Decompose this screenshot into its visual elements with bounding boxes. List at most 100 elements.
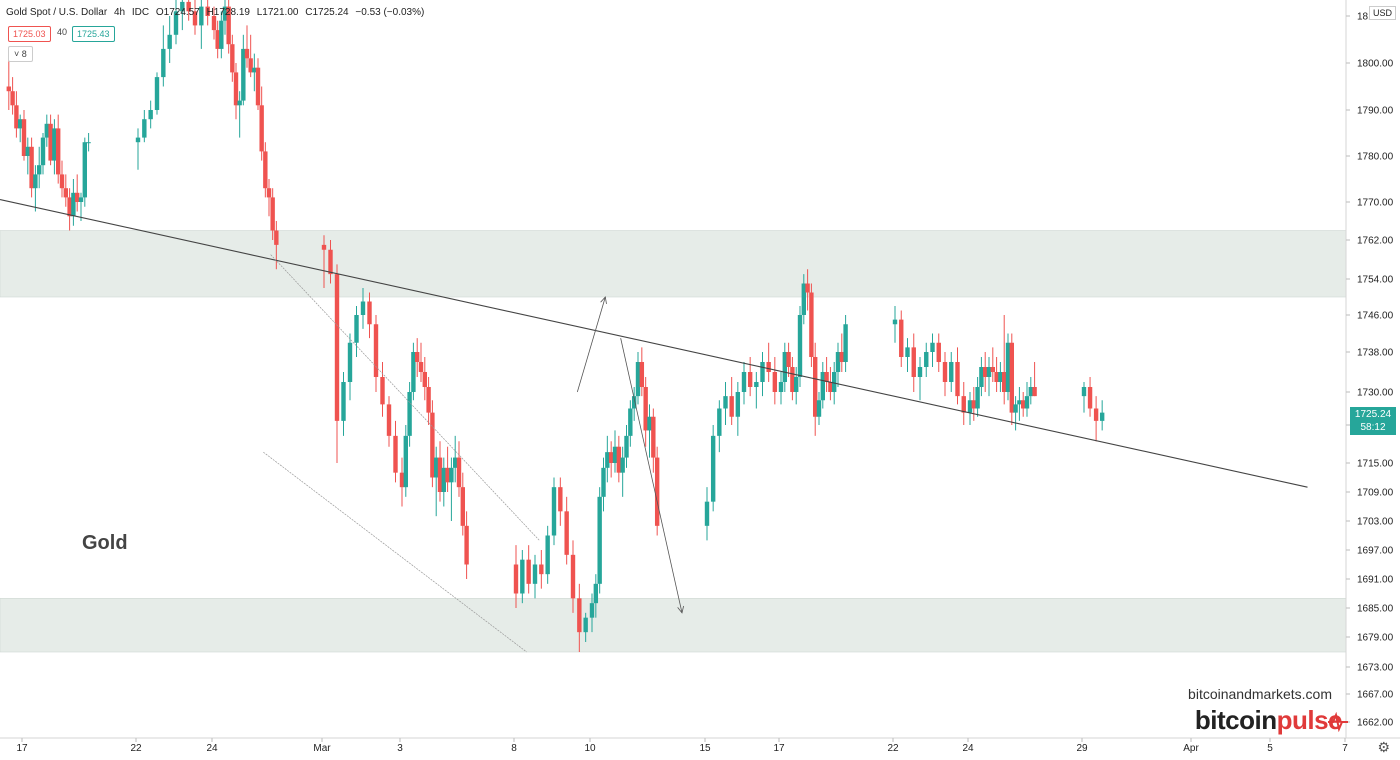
candle[interactable] [1021, 392, 1026, 417]
candle[interactable] [222, 0, 228, 35]
candle[interactable] [949, 352, 954, 392]
candle[interactable] [994, 357, 999, 392]
candle[interactable] [86, 133, 91, 152]
candle[interactable] [82, 137, 87, 207]
candle[interactable] [639, 347, 645, 397]
arrow-annotation[interactable] [620, 338, 684, 614]
candle[interactable] [778, 372, 784, 405]
candle[interactable] [979, 357, 984, 397]
candle[interactable] [786, 342, 791, 377]
candle[interactable] [263, 142, 268, 198]
candle[interactable] [464, 511, 469, 579]
candle[interactable] [1081, 382, 1087, 413]
candle[interactable] [341, 372, 346, 436]
trendline[interactable] [0, 198, 1308, 488]
currency-label[interactable]: USD [1368, 6, 1396, 20]
candle[interactable] [986, 357, 992, 397]
candle[interactable] [612, 430, 618, 473]
candle[interactable] [434, 446, 439, 517]
candle[interactable] [347, 333, 353, 401]
candle[interactable] [354, 306, 359, 357]
arrow-annotation[interactable] [576, 296, 607, 393]
candle[interactable] [6, 58, 11, 110]
candle[interactable] [597, 487, 602, 594]
candle[interactable] [460, 472, 465, 536]
candle[interactable] [545, 525, 550, 584]
candle[interactable] [173, 0, 179, 45]
candle[interactable] [415, 338, 420, 377]
candle[interactable] [729, 377, 734, 425]
candle[interactable] [18, 114, 23, 143]
candle[interactable] [990, 347, 995, 382]
candle[interactable] [321, 235, 327, 288]
candle[interactable] [539, 550, 544, 589]
candle[interactable] [56, 114, 61, 184]
candle[interactable] [961, 382, 966, 425]
candle[interactable] [816, 392, 822, 425]
candle[interactable] [839, 333, 844, 373]
candle[interactable] [52, 119, 57, 175]
candle[interactable] [456, 441, 462, 497]
candle[interactable] [1024, 382, 1030, 417]
candle[interactable] [593, 574, 599, 618]
candle[interactable] [205, 0, 210, 26]
channel-line[interactable] [263, 451, 527, 653]
candle[interactable] [233, 63, 239, 120]
candle[interactable] [445, 446, 450, 492]
candle[interactable] [1009, 333, 1014, 426]
candle[interactable] [723, 382, 728, 425]
candle[interactable] [75, 174, 80, 212]
ask-price[interactable]: 1725.43 [72, 26, 115, 42]
candle[interactable] [899, 310, 904, 368]
indicators-toggle[interactable]: ˅ 8 [8, 46, 33, 62]
candle[interactable] [643, 377, 648, 447]
candle[interactable] [651, 408, 656, 473]
timeframe[interactable]: 4h [113, 7, 126, 18]
symbol-name[interactable]: Gold Spot / U.S. Dollar [6, 7, 108, 18]
candle[interactable] [33, 165, 38, 212]
candle[interactable] [564, 496, 569, 565]
candle[interactable] [255, 58, 261, 110]
candle[interactable] [570, 540, 576, 613]
candle[interactable] [526, 545, 531, 594]
candle[interactable] [577, 583, 582, 652]
candle[interactable] [790, 357, 795, 401]
candle[interactable] [1017, 387, 1022, 421]
candle[interactable] [71, 179, 76, 226]
candle[interactable] [1028, 377, 1033, 405]
candle[interactable] [199, 0, 204, 49]
candle[interactable] [441, 457, 446, 507]
candle[interactable] [48, 114, 53, 166]
candle[interactable] [710, 425, 716, 512]
candle[interactable] [226, 0, 231, 54]
candle[interactable] [601, 457, 606, 512]
candle[interactable] [154, 72, 160, 115]
candle[interactable] [583, 612, 588, 642]
candle[interactable] [1099, 400, 1105, 431]
candle[interactable] [219, 11, 224, 59]
candle[interactable] [1087, 377, 1093, 417]
candle[interactable] [266, 179, 272, 217]
candle[interactable] [975, 377, 980, 417]
candle[interactable] [380, 362, 385, 417]
candle[interactable] [14, 91, 19, 138]
candle[interactable] [820, 362, 825, 409]
zone-resistance[interactable] [0, 230, 1347, 298]
candle[interactable] [824, 357, 829, 392]
candle[interactable] [635, 352, 641, 405]
candle[interactable] [704, 487, 710, 541]
candle[interactable] [624, 425, 629, 468]
candle[interactable] [813, 342, 818, 436]
candle[interactable] [399, 457, 405, 507]
candle[interactable] [270, 188, 275, 240]
candle[interactable] [616, 435, 622, 483]
candle[interactable] [805, 269, 810, 311]
candle[interactable] [647, 404, 652, 458]
candle[interactable] [244, 25, 250, 68]
candle[interactable] [422, 357, 427, 401]
candle[interactable] [67, 188, 72, 231]
settings-gear-icon[interactable]: ⚙ [1377, 739, 1390, 755]
candle[interactable] [211, 6, 217, 40]
channel-line[interactable] [270, 254, 540, 541]
candle[interactable] [237, 91, 242, 138]
